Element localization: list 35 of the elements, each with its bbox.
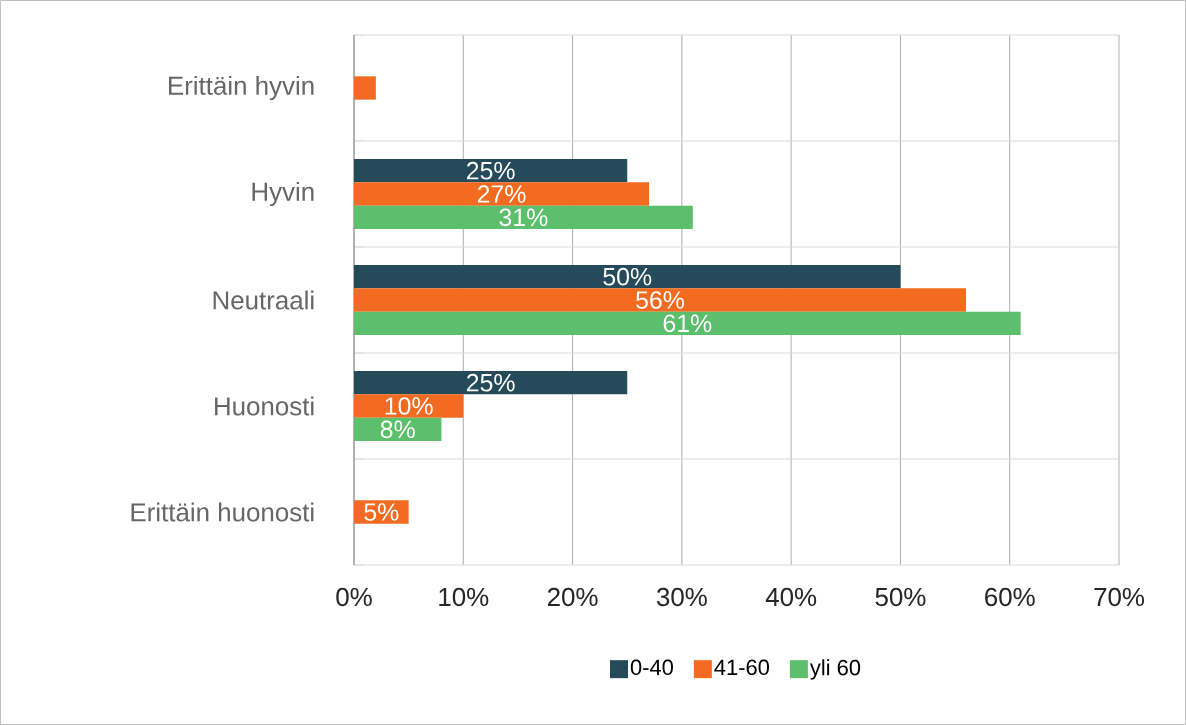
y-tick-label: Neutraali: [213, 290, 314, 310]
x-tick-label: 40%: [765, 587, 817, 607]
data-label: 8%: [380, 420, 415, 439]
bar: [354, 182, 650, 206]
x-tick-label: 0%: [336, 587, 372, 607]
data-label: 25%: [466, 373, 515, 392]
legend-label: yli 60: [809, 659, 861, 680]
y-tick-label: Huonosti: [215, 396, 314, 416]
data-label: 5%: [364, 503, 399, 521]
legend-label: 0-40: [630, 659, 673, 676]
bar: [354, 394, 464, 418]
bar: [354, 265, 901, 289]
data-label: 56%: [636, 291, 685, 309]
data-label: 25%: [466, 161, 515, 180]
y-tick-label: Erittäin huonosti: [131, 502, 314, 522]
y-tick-label: Hyvin: [252, 181, 314, 207]
y-tick-label: Erittäin hyvin: [169, 75, 314, 101]
data-label: 10%: [385, 397, 433, 415]
bar: [354, 371, 628, 395]
x-tick-label: 50%: [875, 587, 926, 607]
data-label: 50%: [603, 267, 652, 286]
data-label: 31%: [499, 208, 548, 227]
bar: [354, 159, 628, 183]
x-tick-label: 60%: [985, 587, 1035, 607]
x-tick-label: 70%: [1094, 587, 1144, 607]
x-tick-label: 10%: [439, 587, 489, 607]
bar: [354, 311, 1021, 335]
bar: [354, 76, 376, 100]
data-label: 61%: [663, 314, 712, 333]
bar: [354, 205, 693, 229]
x-tick-label: 20%: [547, 587, 598, 607]
data-label: 27%: [477, 185, 526, 203]
legend-label: 41-60: [714, 659, 770, 676]
x-tick-label: 30%: [656, 587, 707, 607]
bar: [354, 288, 967, 312]
